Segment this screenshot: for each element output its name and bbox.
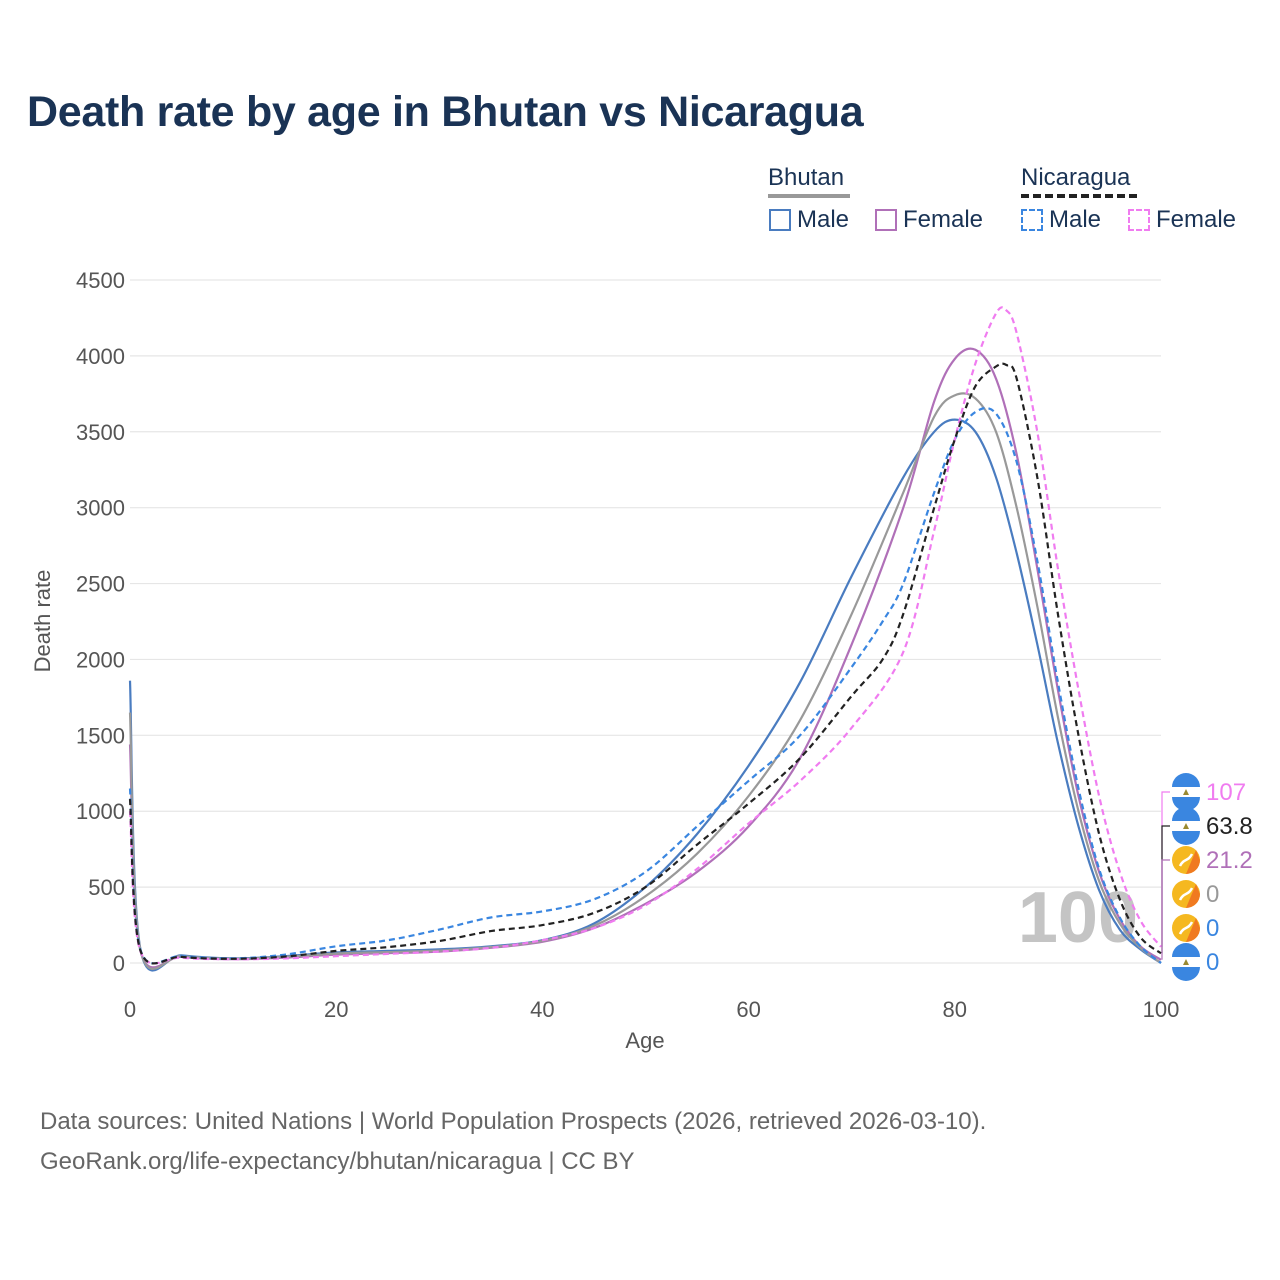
flag-stripe <box>1172 797 1200 811</box>
x-tick-label: 0 <box>124 997 136 1022</box>
end-label-1: 63.8 <box>1172 807 1253 845</box>
end-label-connector <box>1161 791 1170 947</box>
footer-link[interactable]: GeoRank.org/life-expectancy/bhutan/nicar… <box>40 1148 635 1175</box>
legend-group-bhutan: Bhutan <box>768 164 850 198</box>
y-tick-label: 3500 <box>76 420 125 445</box>
legend-item-bhutan-female[interactable]: Female <box>875 206 983 234</box>
chart-title: Death rate by age in Bhutan vs Nicaragua <box>27 88 864 136</box>
footer-sources: Data sources: United Nations | World Pop… <box>40 1108 987 1135</box>
y-tick-label: 2000 <box>76 647 125 672</box>
y-tick-label: 1500 <box>76 723 125 748</box>
flag-stripe <box>1186 884 1200 908</box>
end-label-value: 107 <box>1206 779 1246 806</box>
end-labels: 107 63.8 21.2 0 0 0 <box>1161 773 1253 981</box>
y-axis-label: Death rate <box>30 570 55 673</box>
end-label-4: 0 <box>1172 914 1219 942</box>
grid <box>130 279 1161 964</box>
x-tick-label: 60 <box>736 997 760 1022</box>
y-axis-ticks: 0 500 1000 1500 2000 2500 3000 3500 4000 4500 <box>76 268 125 976</box>
flag-stripe <box>1172 943 1200 957</box>
x-axis-label: Age <box>625 1028 664 1053</box>
end-label-value: 21.2 <box>1206 847 1253 874</box>
flag-dragon <box>1178 853 1194 867</box>
legend-swatch <box>769 209 791 231</box>
y-tick-label: 3000 <box>76 496 125 521</box>
end-label-0: 107 <box>1172 773 1246 811</box>
series-lines <box>128 306 1162 972</box>
end-label-3: 0 <box>1172 880 1219 908</box>
flag-stripe <box>1186 918 1200 942</box>
year-watermark: 100 <box>1018 878 1138 958</box>
x-tick-label: 20 <box>324 997 348 1022</box>
legend-nicaragua-line <box>1021 194 1137 198</box>
y-tick-label: 4500 <box>76 268 125 293</box>
y-tick-label: 2500 <box>76 572 125 597</box>
legend-item-bhutan-male[interactable]: Male <box>769 206 849 234</box>
legend-item-nicaragua-female[interactable]: Female <box>1128 206 1236 234</box>
end-label-connector <box>1161 825 1170 954</box>
flag-dragon <box>1178 887 1194 901</box>
series-line-bhutan-total[interactable] <box>128 392 1162 970</box>
legend-swatch <box>875 209 897 231</box>
flag-dragon <box>1178 921 1194 935</box>
end-label-5: 0 <box>1172 943 1219 981</box>
series-line-nicaragua-male[interactable] <box>128 406 1162 965</box>
end-label-value: 0 <box>1206 915 1219 942</box>
end-label-value: 0 <box>1206 949 1219 976</box>
x-tick-label: 40 <box>530 997 554 1022</box>
flag-emblem <box>1183 789 1189 795</box>
x-axis-ticks: 0 20 40 60 80 100 <box>124 997 1179 1022</box>
legend-swatch <box>1128 209 1150 231</box>
flag-emblem <box>1183 959 1189 965</box>
flag-stripe <box>1186 850 1200 874</box>
x-tick-label: 80 <box>943 997 967 1022</box>
series-line-nicaragua-total[interactable] <box>128 362 1162 965</box>
series-line-bhutan-female[interactable] <box>128 347 1162 969</box>
y-tick-label: 1000 <box>76 799 125 824</box>
end-label-2: 21.2 <box>1172 846 1253 874</box>
end-label-value: 63.8 <box>1206 813 1253 840</box>
legend-bhutan-line <box>768 194 850 198</box>
y-tick-label: 500 <box>88 875 125 900</box>
series-line-nicaragua-female[interactable] <box>128 306 1162 965</box>
legend-group-nicaragua: Nicaragua <box>1021 164 1137 198</box>
end-label-value: 0 <box>1206 881 1219 908</box>
y-tick-label: 4000 <box>76 344 125 369</box>
flag-stripe <box>1172 967 1200 981</box>
legend-item-nicaragua-male[interactable]: Male <box>1021 206 1101 234</box>
end-label-connector <box>1161 859 1170 960</box>
y-tick-label: 0 <box>113 951 125 976</box>
legend-swatch <box>1021 209 1043 231</box>
flag-stripe <box>1172 831 1200 845</box>
flag-stripe <box>1172 807 1200 821</box>
flag-emblem <box>1183 823 1189 829</box>
flag-stripe <box>1172 773 1200 787</box>
x-tick-label: 100 <box>1143 997 1180 1022</box>
